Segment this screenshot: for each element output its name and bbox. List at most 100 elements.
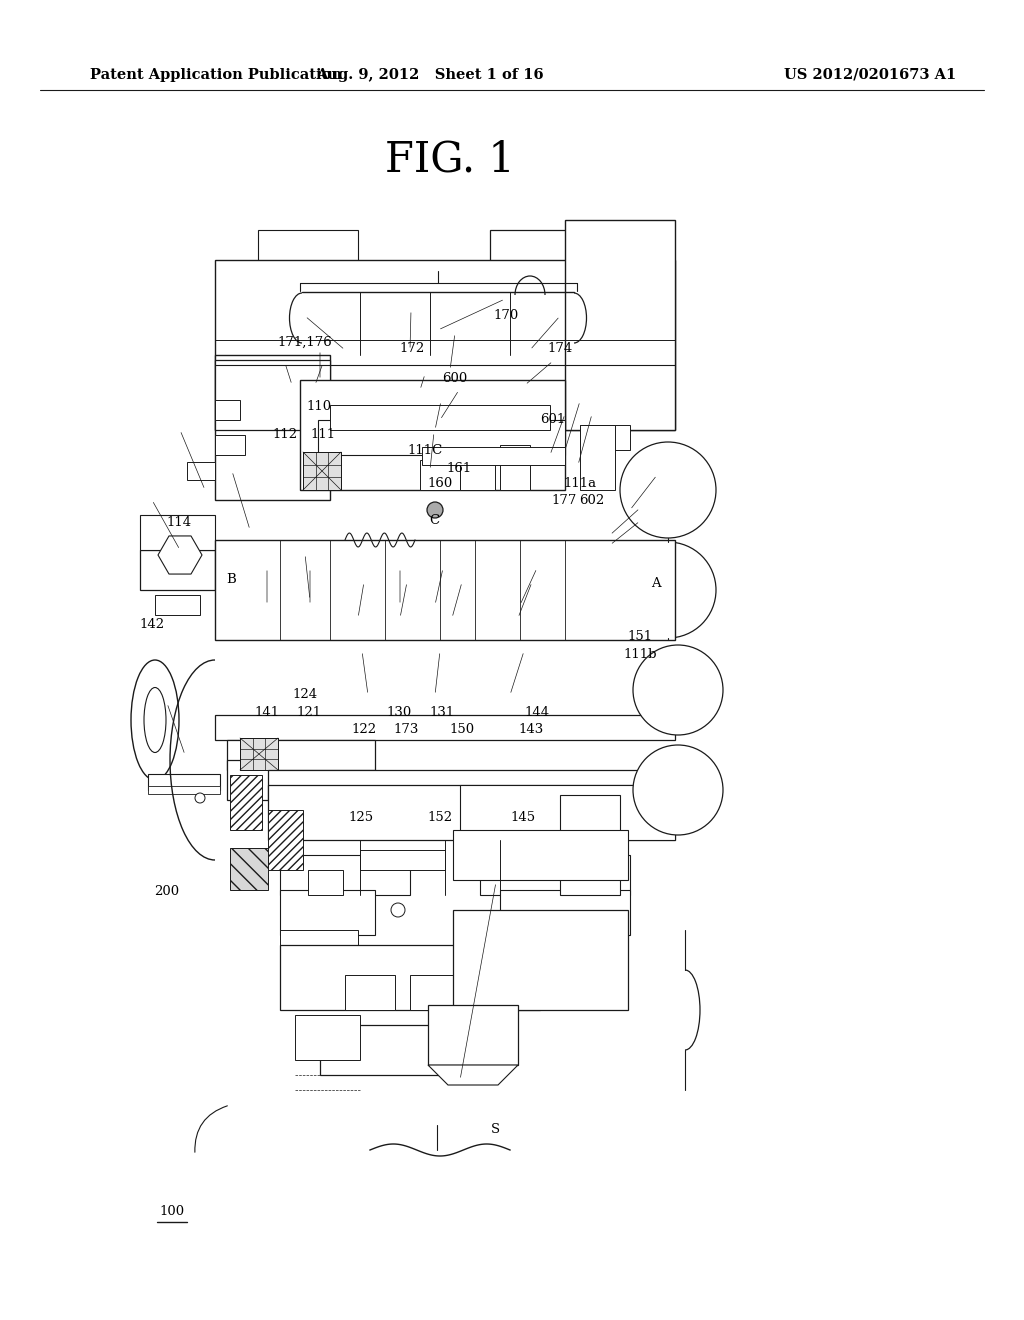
Text: 151: 151 [628,630,652,643]
Bar [345,975,395,1010]
Bar [420,459,460,490]
Bar [460,459,495,490]
Bar [215,400,240,420]
Text: 174: 174 [548,342,572,355]
Bar [580,425,630,450]
Text: 141: 141 [255,706,280,719]
Text: 177: 177 [552,494,577,507]
Bar [215,360,330,430]
Text: 111C: 111C [408,444,442,457]
Text: 114: 114 [167,516,191,529]
Text: 172: 172 [399,342,424,355]
Bar [428,1005,518,1065]
Text: 601: 601 [541,413,565,426]
Text: 112: 112 [272,428,297,441]
Bar [318,420,565,455]
Bar [268,770,675,800]
Text: 160: 160 [428,477,453,490]
Text: 111b: 111b [624,648,656,661]
Text: 171,176: 171,176 [278,335,333,348]
Text: 130: 130 [387,706,412,719]
Bar [215,540,675,640]
Circle shape [427,502,443,517]
Circle shape [391,903,406,917]
Bar [560,795,620,895]
Text: A: A [651,577,662,590]
Circle shape [168,543,193,568]
Bar [303,451,341,490]
Bar [300,380,565,490]
Bar [580,425,615,490]
Bar [268,265,348,310]
Bar [258,265,358,355]
Text: 161: 161 [446,462,471,475]
Circle shape [633,645,723,735]
Bar [500,890,630,935]
Text: 145: 145 [511,810,536,824]
Bar [410,975,470,1010]
Bar [187,462,215,480]
Bar [215,715,675,741]
Bar [480,855,630,895]
Text: 122: 122 [351,723,376,737]
Text: 144: 144 [524,706,549,719]
Bar [280,945,540,1010]
Bar [230,847,268,890]
Bar [565,220,675,430]
Bar [330,405,550,430]
Bar [500,445,530,490]
Bar [453,830,628,880]
Bar [295,1015,360,1060]
Bar [148,774,220,789]
Bar [453,909,628,1010]
Text: 110: 110 [307,400,332,413]
Bar [140,550,215,590]
Text: 173: 173 [394,723,419,737]
Bar [240,738,278,770]
Text: FIG. 1: FIG. 1 [385,139,515,181]
Ellipse shape [131,660,179,780]
Text: 121: 121 [297,706,322,719]
Text: 125: 125 [349,810,374,824]
Bar [215,260,675,430]
Text: 100: 100 [160,1205,184,1218]
Bar [280,890,375,935]
Bar [360,850,445,870]
Text: C: C [429,513,439,527]
Circle shape [620,543,716,638]
Bar [148,785,220,795]
Text: 142: 142 [139,618,164,631]
Circle shape [195,793,205,803]
Bar [215,436,245,455]
Bar [258,230,358,271]
Bar [460,785,675,840]
Bar [215,355,330,500]
Text: 602: 602 [580,494,604,507]
Bar [422,447,565,465]
Text: 200: 200 [155,884,179,898]
Text: S: S [492,1123,500,1137]
Bar [580,545,630,570]
Bar [308,870,343,895]
Bar [140,515,215,550]
Polygon shape [158,536,202,574]
Text: Patent Application Publication: Patent Application Publication [90,69,342,82]
Text: B: B [226,573,237,586]
Text: 111: 111 [310,428,335,441]
Text: 600: 600 [442,372,467,385]
Bar [280,931,358,979]
Text: 150: 150 [450,723,474,737]
Bar [285,240,330,355]
Bar [230,775,262,830]
Text: 152: 152 [428,810,453,824]
Bar [155,595,200,615]
Bar [227,760,278,800]
Text: 111a: 111a [563,477,596,490]
Bar [280,855,410,895]
Text: Aug. 9, 2012   Sheet 1 of 16: Aug. 9, 2012 Sheet 1 of 16 [316,69,544,82]
Circle shape [633,744,723,836]
Bar [268,810,303,870]
Bar [302,290,574,355]
Bar [319,1026,505,1074]
Bar [268,785,675,840]
